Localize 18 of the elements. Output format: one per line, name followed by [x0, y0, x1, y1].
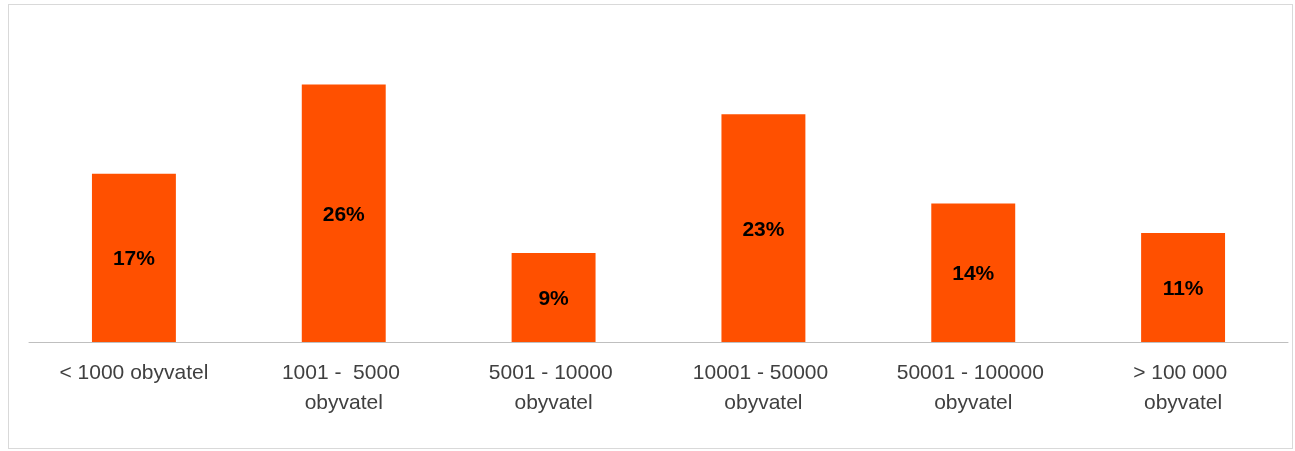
- data-label: 14%: [952, 261, 995, 285]
- data-label: 23%: [742, 216, 785, 240]
- data-label: 11%: [1162, 276, 1204, 300]
- x-tick-label: 1001 - 5000 obyvatel: [281, 359, 406, 413]
- bar: [301, 84, 386, 342]
- x-tick-label: < 1000 obyvatel: [59, 359, 209, 383]
- data-label: 9%: [538, 285, 570, 309]
- bar: [91, 173, 176, 342]
- bar: [1141, 233, 1226, 342]
- bar: [721, 114, 806, 342]
- data-label: 17%: [112, 246, 156, 270]
- x-tick-label: 50001 - 100000 obyvatel: [896, 359, 1050, 413]
- bar: [511, 252, 596, 342]
- data-label: 26%: [322, 201, 366, 225]
- x-tick-label: > 100 000 obyvatel: [1133, 359, 1234, 413]
- x-tick-label: 10001 - 50000 obyvatel: [692, 359, 835, 413]
- x-tick-label: 5001 - 10000 obyvatel: [488, 359, 619, 413]
- bar: [931, 203, 1016, 342]
